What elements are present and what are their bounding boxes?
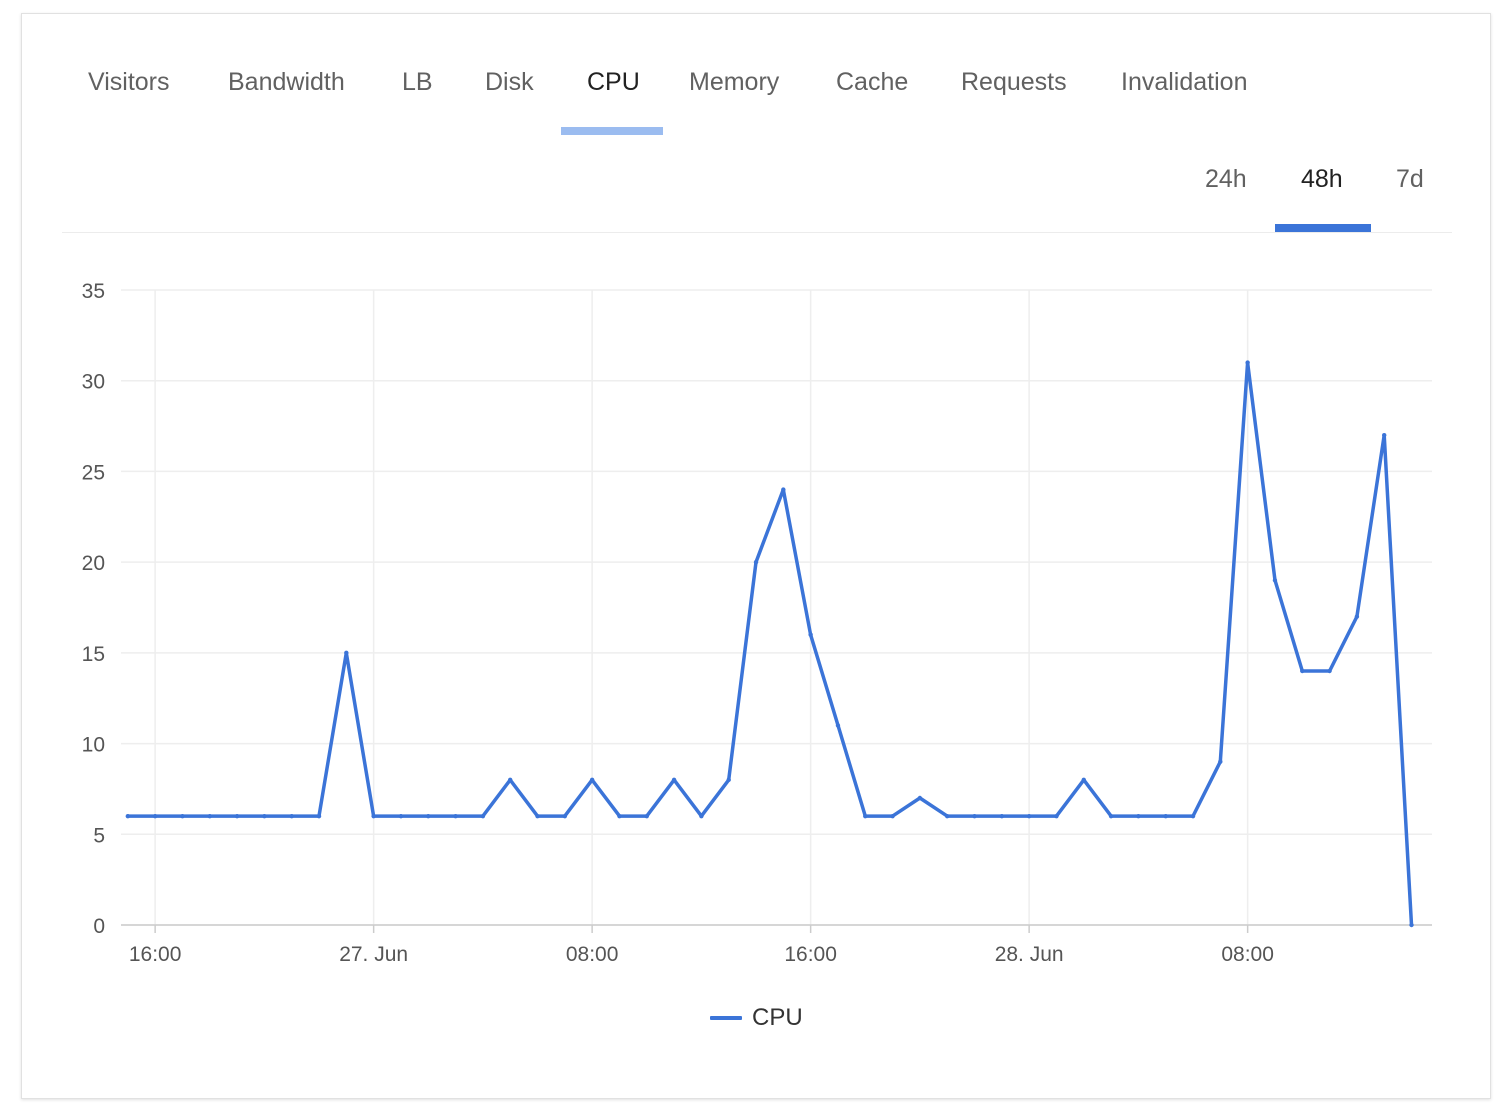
data-point [835,723,841,728]
data-point [617,813,622,819]
tab-lb[interactable]: LB [402,68,433,96]
y-tick-label: 10 [82,734,105,757]
data-point [863,813,868,819]
legend-swatch [710,1016,742,1020]
tab-invalidation[interactable]: Invalidation [1121,68,1248,96]
data-point [1382,432,1387,438]
data-point [535,813,540,819]
data-point [1409,922,1414,928]
data-point [125,813,131,819]
chart-card [21,13,1491,1099]
y-tick-label: 35 [82,280,105,303]
data-point [644,813,649,819]
data-point [289,813,294,819]
data-point [781,487,786,492]
data-point [1081,777,1086,783]
data-point [234,813,240,819]
x-tick-label: 16:00 [784,943,837,966]
tab-memory[interactable]: Memory [689,68,780,96]
y-tick-label: 0 [93,915,105,938]
y-tick-label: 5 [93,824,105,847]
tab-bandwidth[interactable]: Bandwidth [228,68,345,96]
data-point [1108,813,1114,819]
tab-cache[interactable]: Cache [836,68,909,96]
range-48h[interactable]: 48h [1301,165,1343,193]
data-point [453,813,458,819]
data-point [726,777,731,783]
data-point [180,813,185,819]
data-point [262,813,267,819]
data-point [1054,813,1059,819]
tab-requests[interactable]: Requests [961,68,1067,96]
data-point [808,632,813,637]
tab-cpu[interactable]: CPU [587,68,640,96]
data-point [398,813,404,819]
metric-tabs: Visitors Bandwidth LB Disk CPU Memory Ca… [0,0,1512,140]
data-point [316,813,322,819]
header-divider [62,232,1452,233]
data-point [1190,813,1196,819]
data-point [945,813,950,819]
data-point [1327,668,1332,674]
data-point [753,559,759,565]
data-point [917,795,923,801]
tab-disk[interactable]: Disk [485,68,534,96]
data-point [699,813,704,819]
data-point [1272,578,1278,583]
data-point [480,813,486,819]
series-line-cpu [126,360,1414,927]
data-point [1245,360,1250,365]
data-point [1136,813,1141,819]
data-point [1026,813,1032,819]
data-point [972,813,977,819]
x-tick-label: 27. Jun [339,943,408,966]
y-tick-label: 25 [82,461,105,484]
range-7d[interactable]: 7d [1396,165,1424,193]
data-point [890,813,895,819]
active-tab-indicator [561,127,663,135]
data-point [562,813,568,819]
range-24h[interactable]: 24h [1205,165,1247,193]
x-tick-label: 08:00 [1221,943,1274,966]
data-point [426,813,431,819]
x-tick-label: 08:00 [566,943,619,966]
data-point [1354,614,1360,619]
data-point [508,777,513,783]
x-tick-label: 16:00 [129,943,182,966]
legend-label-cpu: CPU [752,1004,803,1031]
data-point [589,777,595,783]
y-tick-label: 30 [82,371,105,394]
y-tick-label: 20 [82,552,105,575]
data-point [1300,668,1305,674]
data-point [1218,759,1223,764]
data-point [207,813,212,819]
data-point [1163,813,1168,819]
data-point [152,813,158,819]
data-point [371,813,376,819]
x-tick-label: 28. Jun [995,943,1064,966]
active-range-indicator [1275,224,1371,232]
y-tick-label: 15 [82,643,105,666]
chart-legend[interactable]: CPU [710,1000,803,1036]
tab-visitors[interactable]: Visitors [88,68,170,96]
data-point [999,813,1005,819]
data-point [344,650,349,656]
data-point [671,777,677,783]
